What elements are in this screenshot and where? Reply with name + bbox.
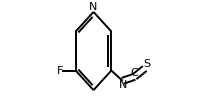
- Text: C: C: [131, 68, 138, 78]
- Text: N: N: [119, 80, 127, 90]
- Text: S: S: [143, 59, 150, 69]
- Text: N: N: [89, 2, 98, 12]
- Text: F: F: [57, 66, 63, 76]
